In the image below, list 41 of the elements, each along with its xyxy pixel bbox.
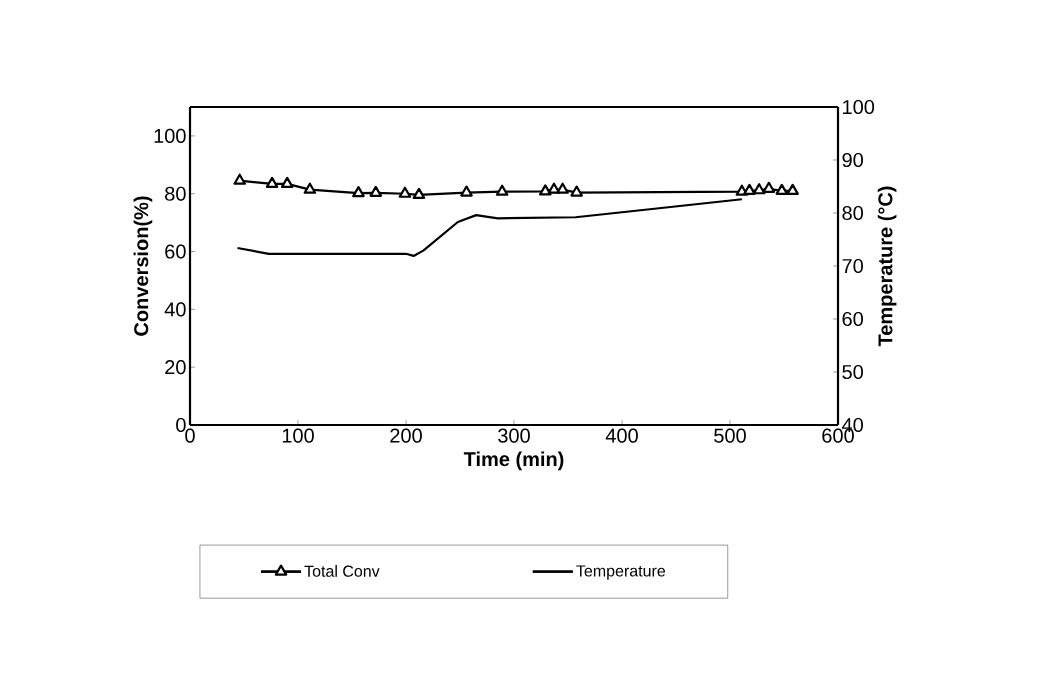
point <box>547 182 561 194</box>
y2-tick-label: 90 <box>842 152 863 168</box>
x-axis-title: Time (min) <box>463 451 564 471</box>
y-tick-label: 80 <box>165 186 186 201</box>
point <box>369 185 383 197</box>
y2-tick-label: 70 <box>842 258 863 274</box>
x-tick-label: 400 <box>605 428 638 443</box>
y2-tick-label: 60 <box>842 311 863 327</box>
point <box>460 185 473 197</box>
point <box>495 184 509 196</box>
y2-tick-label: 100 <box>843 99 875 115</box>
point <box>775 183 789 195</box>
point <box>233 173 246 185</box>
legend-label: Total Conv <box>304 565 380 577</box>
y2-axis-title: Temperature (°C) <box>877 186 897 347</box>
point <box>556 182 569 194</box>
x-tick-label: 300 <box>498 428 530 443</box>
point <box>786 183 799 195</box>
point <box>752 183 766 195</box>
y-tick-label: 20 <box>165 360 186 375</box>
point <box>762 181 776 193</box>
point <box>280 176 294 188</box>
y-tick-label: 0 <box>176 417 186 433</box>
x-tick-label: 200 <box>390 428 422 443</box>
point <box>303 182 317 194</box>
y-tick-label: 100 <box>154 128 186 143</box>
y-tick-label: 60 <box>165 244 186 259</box>
line-series <box>236 198 743 258</box>
point <box>570 185 583 197</box>
y2-tick-label: 50 <box>842 364 863 380</box>
y2-tick-label: 80 <box>842 205 863 221</box>
y-axis-title: Conversion(%) <box>133 196 153 336</box>
point <box>398 186 412 198</box>
legend-label: Temperature <box>576 565 666 580</box>
point <box>412 187 426 199</box>
point <box>265 176 279 188</box>
x-tick-label: 100 <box>282 428 314 443</box>
y-tick-label: 40 <box>164 302 186 317</box>
point <box>352 186 365 198</box>
point <box>743 183 756 195</box>
x-tick-label: 500 <box>714 428 746 443</box>
